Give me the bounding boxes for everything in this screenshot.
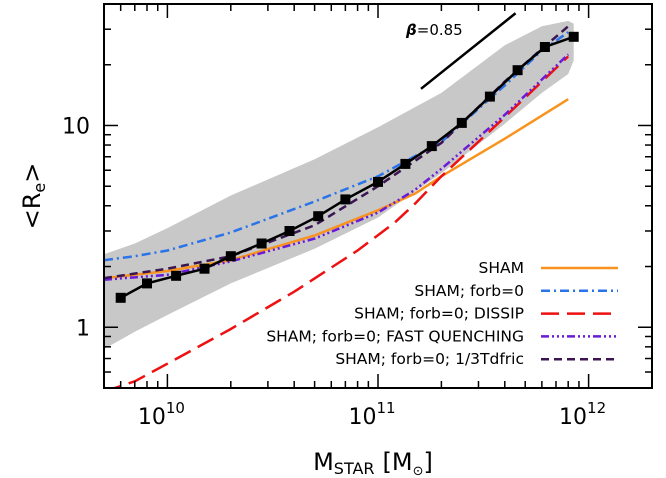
tick-labels-group: 1010 1011 1012 1 10 xyxy=(62,114,606,430)
legend: SHAM SHAM; forb=0 SHAM; forb=0; DISSIP SHAM… xyxy=(266,259,618,368)
series-line-1 xyxy=(104,31,569,262)
legend-label: SHAM; forb=0; 1/3Tdfric xyxy=(335,350,524,368)
slope-annotation-group: β=0.85 xyxy=(405,12,517,90)
slope-reference-line xyxy=(420,12,517,90)
legend-label: SHAM; forb=0; FAST QUENCHING xyxy=(266,327,524,345)
y-tick-label: 1 xyxy=(76,316,90,341)
x-tick-label: 1012 xyxy=(559,399,606,430)
series-line-2 xyxy=(110,55,570,388)
data-point-marker xyxy=(284,226,295,236)
x-axis-label-unit-open: [M xyxy=(383,448,413,476)
data-point-marker xyxy=(171,270,182,281)
data-point-marker xyxy=(142,278,152,289)
scatter-band-group xyxy=(104,20,574,350)
slope-annotation-symbol: β xyxy=(405,21,417,39)
x-tick-label: 1010 xyxy=(138,399,185,430)
data-point-marker xyxy=(256,238,267,249)
slope-annotation-label: β=0.85 xyxy=(405,21,463,39)
data-point-marker xyxy=(313,211,324,222)
y-axis-label-close: > xyxy=(18,163,46,183)
data-point-marker xyxy=(484,91,495,102)
data-point-marker xyxy=(115,292,126,303)
markers-group xyxy=(115,31,579,303)
y-tick-label: 10 xyxy=(62,114,90,139)
data-point-marker xyxy=(340,194,351,205)
data-point-marker xyxy=(373,176,383,187)
y-axis-label-main: <R xyxy=(18,193,46,230)
data-point-marker xyxy=(225,251,236,262)
data-point-marker xyxy=(539,42,550,52)
x-axis-label-unit-close: ] xyxy=(424,448,433,476)
x-tick-label: 1011 xyxy=(348,399,395,430)
x-axis-label: MSTAR [M⊙] xyxy=(313,448,433,478)
data-point-marker xyxy=(512,65,523,76)
data-point-marker xyxy=(426,141,437,152)
legend-label: SHAM; forb=0; DISSIP xyxy=(354,305,524,323)
x-axis-label-unit-sub: ⊙ xyxy=(413,464,424,478)
x-axis-label-main: M xyxy=(313,448,334,476)
scatter-band xyxy=(104,20,574,350)
y-axis-label: <Re> xyxy=(18,163,49,230)
x-axis-label-sub: STAR xyxy=(334,459,375,478)
legend-label: SHAM; forb=0 xyxy=(414,282,524,300)
legend-label: SHAM xyxy=(479,259,524,277)
data-point-marker xyxy=(199,263,210,274)
series-line-3 xyxy=(104,53,570,281)
y-axis-label-sub: e xyxy=(30,183,49,193)
slope-annotation-value: =0.85 xyxy=(417,21,463,39)
axis-ticks-group xyxy=(103,3,653,389)
series-line-0 xyxy=(104,98,569,280)
data-point-marker xyxy=(456,117,467,128)
data-point-marker xyxy=(400,158,411,169)
data-point-marker xyxy=(568,31,579,42)
